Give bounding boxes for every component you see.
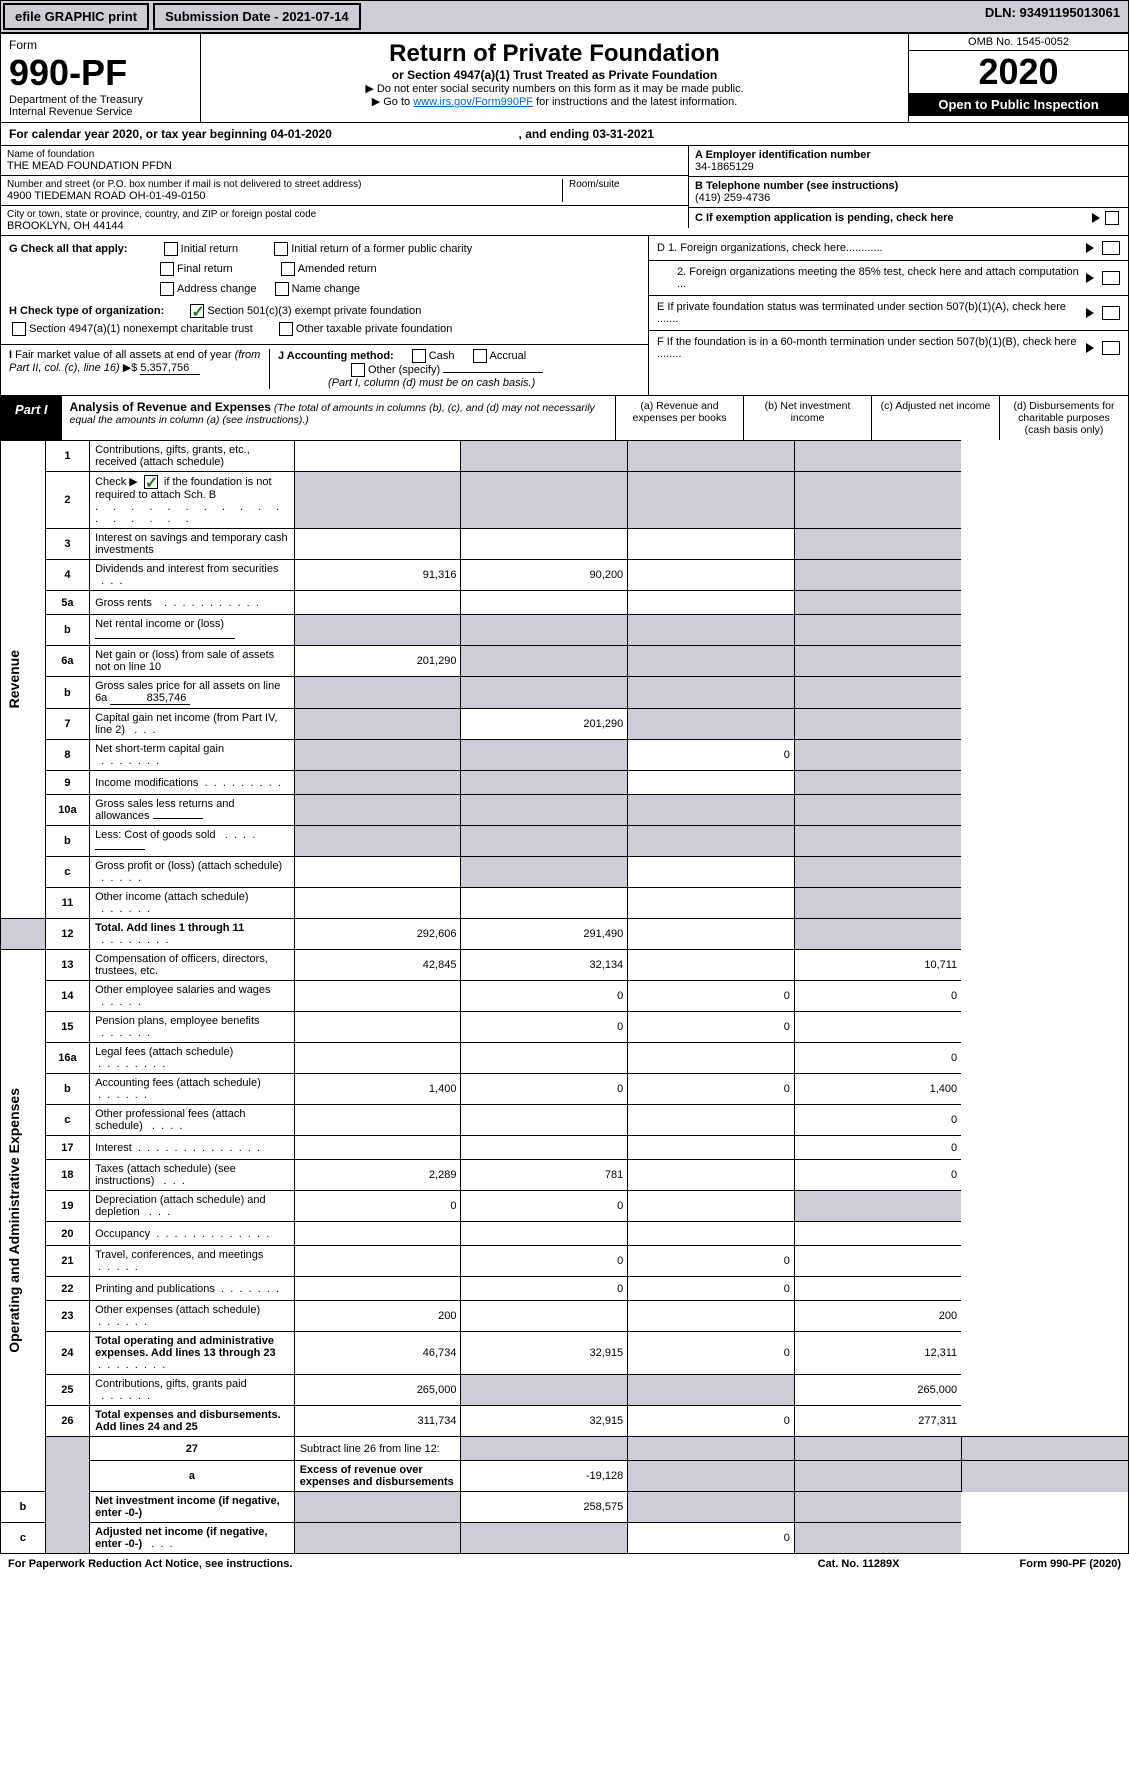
- h-label: H Check type of organization:: [9, 305, 164, 317]
- form-header: Form 990-PF Department of the Treasury I…: [0, 33, 1129, 123]
- name-change-checkbox[interactable]: [275, 282, 289, 296]
- c-checkbox[interactable]: [1105, 211, 1119, 225]
- irs-label: Internal Revenue Service: [9, 106, 192, 118]
- arrow-icon: [1086, 343, 1094, 353]
- efile-print-button[interactable]: efile GRAPHIC print: [3, 3, 149, 30]
- expenses-vlabel: Operating and Administrative Expenses: [6, 1088, 22, 1353]
- open-inspection: Open to Public Inspection: [909, 93, 1128, 116]
- j-label: J Accounting method:: [278, 350, 394, 362]
- initial-return-checkbox[interactable]: [164, 242, 178, 256]
- phone-value: (419) 259-4736: [695, 192, 1122, 204]
- city-state-zip: BROOKLYN, OH 44144: [7, 220, 682, 232]
- initial-former-checkbox[interactable]: [274, 242, 288, 256]
- part1-tab: Part I: [1, 396, 62, 440]
- col-d-header: (d) Disbursements for charitable purpose…: [1000, 396, 1128, 440]
- dln-label: DLN: 93491195013061: [977, 1, 1128, 32]
- phone-label: B Telephone number (see instructions): [695, 180, 1122, 192]
- room-label: Room/suite: [569, 179, 682, 190]
- foundation-name: THE MEAD FOUNDATION PFDN: [7, 160, 682, 172]
- name-label: Name of foundation: [7, 149, 682, 160]
- check-section: G Check all that apply: Initial return I…: [0, 236, 1129, 396]
- calendar-year-row: For calendar year 2020, or tax year begi…: [0, 123, 1129, 146]
- c-label: C If exemption application is pending, c…: [695, 212, 1090, 224]
- dept-label: Department of the Treasury: [9, 94, 192, 106]
- tax-year: 2020: [909, 51, 1128, 93]
- ein-label: A Employer identification number: [695, 149, 1122, 161]
- form-ref: Form 990-PF (2020): [1020, 1558, 1121, 1570]
- arrow-icon: [1086, 308, 1094, 318]
- col-a-header: (a) Revenue and expenses per books: [616, 396, 744, 440]
- addr-label: Number and street (or P.O. box number if…: [7, 179, 562, 190]
- revenue-expense-table: Revenue 1Contributions, gifts, grants, e…: [1, 440, 1128, 1553]
- other-method-checkbox[interactable]: [351, 363, 365, 377]
- address-change-checkbox[interactable]: [160, 282, 174, 296]
- part1-section: Part I Analysis of Revenue and Expenses …: [0, 396, 1129, 1554]
- d2-checkbox[interactable]: [1102, 271, 1120, 285]
- form-title: Return of Private Foundation: [207, 40, 902, 68]
- note-ssn: ▶ Do not enter social security numbers o…: [207, 82, 902, 95]
- g-label: G Check all that apply:: [9, 243, 128, 255]
- e-checkbox[interactable]: [1102, 306, 1120, 320]
- revenue-vlabel: Revenue: [6, 650, 22, 708]
- col-b-header: (b) Net investment income: [744, 396, 872, 440]
- f-label: F If the foundation is in a 60-month ter…: [657, 336, 1084, 360]
- form-number: 990-PF: [9, 52, 192, 94]
- page-footer: For Paperwork Reduction Act Notice, see …: [0, 1554, 1129, 1574]
- omb-number: OMB No. 1545-0052: [909, 34, 1128, 51]
- street-address: 4900 TIEDEMAN ROAD OH-01-49-0150: [7, 190, 562, 202]
- d1-label: D 1. Foreign organizations, check here..…: [657, 242, 1084, 254]
- d2-label: 2. Foreign organizations meeting the 85%…: [657, 266, 1084, 290]
- note-link: ▶ Go to www.irs.gov/Form990PF for instru…: [207, 95, 902, 108]
- f-checkbox[interactable]: [1102, 341, 1120, 355]
- final-return-checkbox[interactable]: [160, 262, 174, 276]
- fmv-value: 5,357,756: [140, 362, 200, 375]
- 501c3-checkbox[interactable]: [190, 304, 204, 318]
- i-label: I Fair market value of all assets at end…: [9, 349, 260, 374]
- submission-date-button[interactable]: Submission Date - 2021-07-14: [153, 3, 361, 30]
- city-label: City or town, state or province, country…: [7, 209, 682, 220]
- arrow-icon: [1092, 213, 1100, 223]
- part1-title: Analysis of Revenue and Expenses: [70, 400, 271, 414]
- form-subtitle: or Section 4947(a)(1) Trust Treated as P…: [207, 68, 902, 82]
- entity-info: Name of foundation THE MEAD FOUNDATION P…: [0, 146, 1129, 236]
- e-label: E If private foundation status was termi…: [657, 301, 1084, 325]
- d1-checkbox[interactable]: [1102, 241, 1120, 255]
- arrow-icon: [1086, 243, 1094, 253]
- j-note: (Part I, column (d) must be on cash basi…: [328, 377, 640, 389]
- cash-checkbox[interactable]: [412, 349, 426, 363]
- top-bar: efile GRAPHIC print Submission Date - 20…: [0, 0, 1129, 33]
- accrual-checkbox[interactable]: [473, 349, 487, 363]
- other-taxable-checkbox[interactable]: [279, 322, 293, 336]
- form-label: Form: [9, 38, 192, 52]
- 4947-checkbox[interactable]: [12, 322, 26, 336]
- irs-link[interactable]: www.irs.gov/Form990PF: [413, 96, 533, 108]
- col-c-header: (c) Adjusted net income: [872, 396, 1000, 440]
- sch-b-checkbox[interactable]: [144, 475, 158, 489]
- arrow-icon: [1086, 273, 1094, 283]
- amended-checkbox[interactable]: [281, 262, 295, 276]
- ein-value: 34-1865129: [695, 161, 1122, 173]
- paperwork-notice: For Paperwork Reduction Act Notice, see …: [8, 1558, 818, 1570]
- cat-no: Cat. No. 11289X: [818, 1558, 900, 1570]
